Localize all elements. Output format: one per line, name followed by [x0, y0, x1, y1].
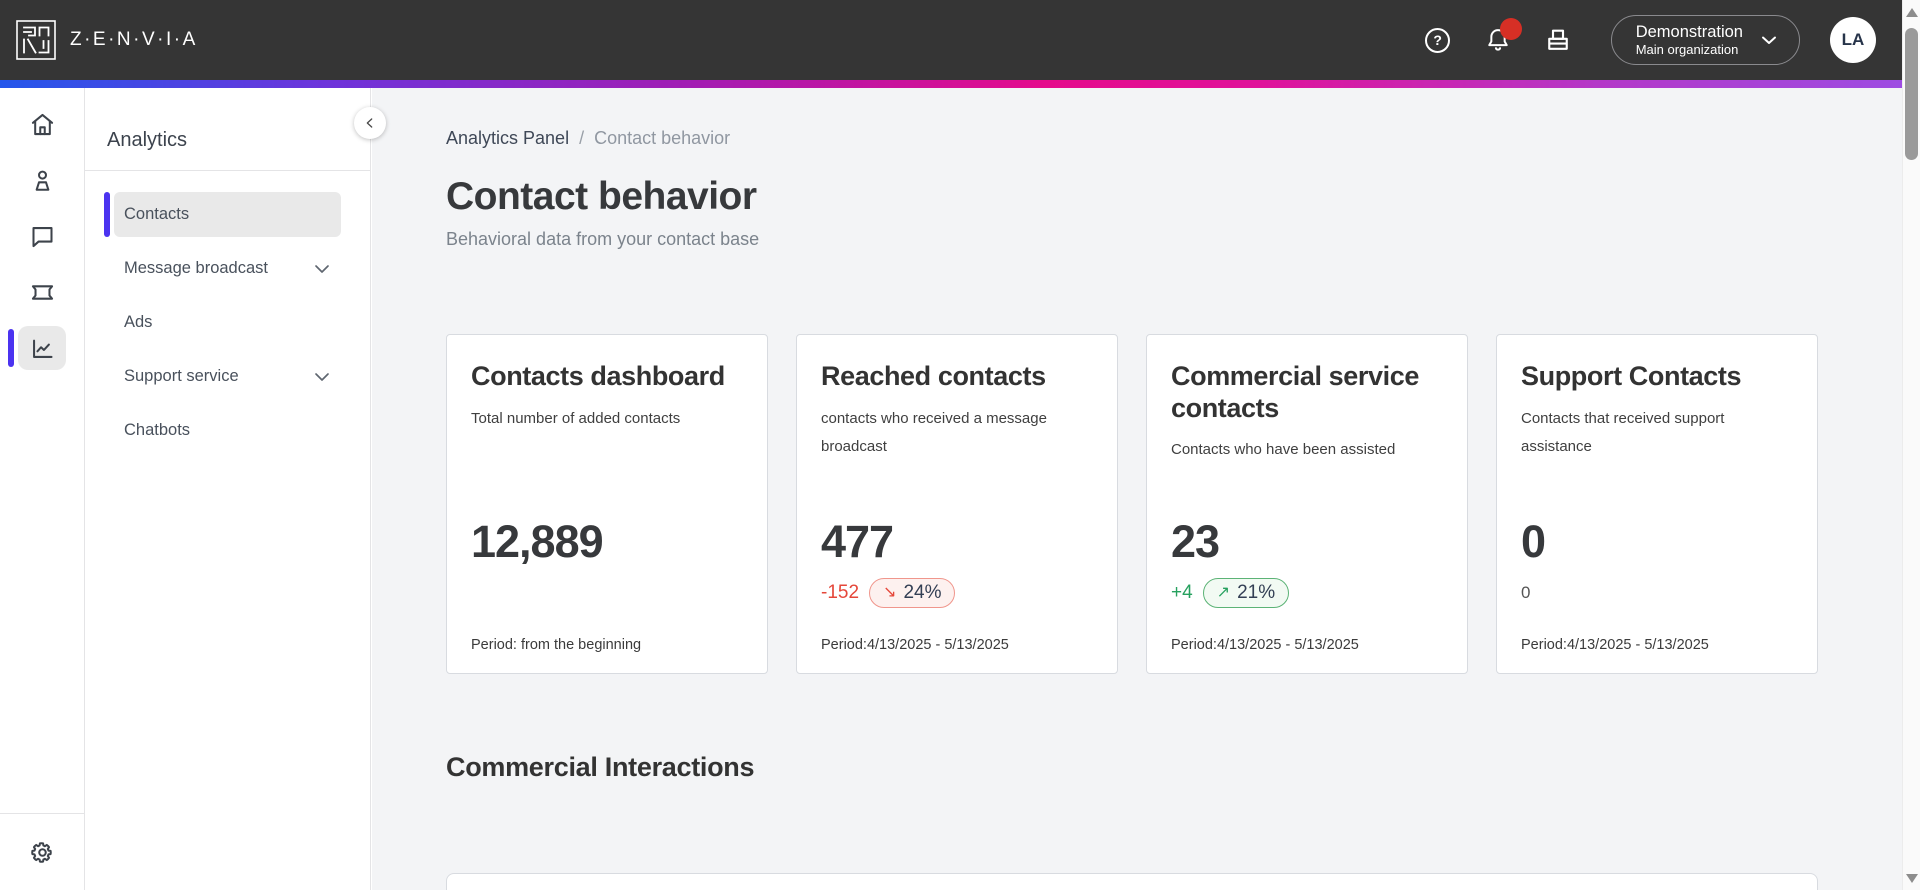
sidebar-collapse-button[interactable] — [354, 107, 386, 139]
card-reached-contacts: Reached contacts contacts who received a… — [796, 334, 1118, 674]
card-period: Period:4/13/2025 - 5/13/2025 — [1171, 637, 1359, 653]
organization-info: Demonstration Main organization — [1636, 22, 1743, 59]
topbar-actions: ? Demonstration Main organiza — [1423, 15, 1876, 65]
analytics-sidebar-panel: Analytics Contacts Message broadcast Ads… — [85, 88, 371, 890]
card-title: Reached contacts — [821, 361, 1046, 391]
delta-value: +4 — [1171, 582, 1193, 603]
trend-up-arrow-icon: ↗ — [1216, 584, 1231, 601]
trend-badge: ↗ 21% — [1202, 578, 1290, 608]
sidebar-item-ads[interactable]: Ads — [114, 300, 341, 345]
delta-value: 0 — [1521, 583, 1531, 602]
user-avatar[interactable]: LA — [1830, 17, 1876, 63]
trend-badge: ↘ 24% — [869, 578, 956, 608]
card-delta-row: -152 ↘ 24% — [821, 577, 1093, 609]
print-button[interactable] — [1543, 25, 1573, 55]
person-icon — [35, 170, 49, 191]
breadcrumb-separator: / — [579, 128, 585, 148]
main-content: Analytics Panel / Contact behavior Conta… — [372, 88, 1902, 890]
sidebar-item-contacts[interactable]: Contacts — [104, 191, 341, 237]
organization-switcher[interactable]: Demonstration Main organization — [1610, 15, 1800, 65]
rail-item-settings[interactable] — [18, 830, 66, 874]
card-value: 477 — [821, 516, 894, 567]
notifications-button[interactable] — [1483, 18, 1522, 55]
sidebar-item-label: Chatbots — [124, 420, 191, 439]
card-delta-row — [471, 577, 743, 609]
home-icon — [31, 113, 53, 135]
brand-name: Z·E·N·V·I·A — [70, 29, 198, 50]
organization-name: Demonstration — [1635, 22, 1743, 41]
card-period: Period:4/13/2025 - 5/13/2025 — [821, 637, 1009, 653]
trend-down-arrow-icon: ↘ — [883, 584, 897, 601]
rail-item-tickets[interactable] — [18, 270, 66, 314]
card-delta-row: 0 — [1521, 577, 1793, 609]
ticket-icon — [31, 284, 53, 300]
delta-value: -152 — [821, 582, 860, 603]
card-support-contacts: Support Contacts Contacts that received … — [1496, 334, 1818, 674]
card-description: Total number of added contacts — [471, 409, 681, 427]
commercial-interactions-card — [446, 873, 1818, 890]
scrollbar-thumb[interactable] — [1905, 28, 1918, 160]
vertical-scrollbar — [1902, 0, 1920, 890]
sidebar-item-chatbots[interactable]: Chatbots — [114, 408, 341, 453]
chevron-down-icon — [1762, 36, 1776, 44]
sidebar-divider — [85, 169, 370, 171]
card-title: Support Contacts — [1521, 361, 1742, 391]
card-value: 12,889 — [471, 516, 604, 567]
card-period: Period:4/13/2025 - 5/13/2025 — [1521, 637, 1709, 653]
rail-item-contacts[interactable] — [18, 158, 66, 202]
line-chart-icon — [32, 339, 53, 358]
page-subtitle: Behavioral data from your contact base — [446, 229, 760, 249]
breadcrumb-current: Contact behavior — [594, 128, 731, 148]
chevron-down-icon — [311, 366, 333, 393]
rail-item-conversations[interactable] — [18, 214, 66, 258]
sidebar-item-label: Ads — [124, 312, 153, 331]
card-description: Contacts who have been assisted — [1171, 441, 1396, 459]
gear-icon — [30, 841, 52, 863]
sidebar-item-label: Message broadcast — [124, 258, 268, 277]
card-period: Period: from the beginning — [471, 637, 642, 653]
chevron-left-icon — [366, 118, 373, 128]
trend-percent: 24% — [903, 582, 942, 603]
topbar: Z·E·N·V·I·A ? — [0, 0, 1902, 80]
card-value: 23 — [1171, 516, 1220, 567]
card-title: Contacts dashboard — [471, 361, 725, 391]
sidebar-item-label: Support service — [124, 366, 239, 385]
section-title-commercial-interactions: Commercial Interactions — [446, 752, 755, 782]
sidebar-item-support-service[interactable]: Support service — [114, 354, 341, 399]
zenvia-maze-logo-icon — [16, 20, 56, 60]
sidebar-item-message-broadcast[interactable]: Message broadcast — [114, 246, 341, 291]
zenvia-brand[interactable]: Z·E·N·V·I·A — [14, 18, 198, 62]
card-title: Commercial service contacts — [1171, 361, 1419, 423]
card-description: contacts who received a message broadcas… — [821, 409, 1047, 456]
card-value: 0 — [1521, 516, 1546, 567]
rail-item-analytics[interactable] — [8, 326, 66, 370]
sidebar-menu: Contacts Message broadcast Ads Support s… — [85, 171, 370, 453]
breadcrumb-analytics-panel[interactable]: Analytics Panel — [446, 128, 570, 148]
breadcrumb: Analytics Panel / Contact behavior — [446, 128, 1902, 149]
help-icon: ? — [1425, 27, 1451, 53]
help-button[interactable]: ? — [1423, 25, 1453, 55]
card-description: Contacts that received support assistanc… — [1521, 409, 1725, 456]
scroll-down-arrow[interactable] — [1906, 874, 1918, 883]
brand-gradient-bar — [0, 80, 1902, 88]
page-title: Contact behavior — [446, 175, 757, 218]
chevron-down-icon — [311, 258, 333, 285]
scroll-up-arrow[interactable] — [1906, 8, 1918, 17]
notification-badge — [1499, 18, 1522, 40]
card-delta-row: +4 ↗ 21% — [1171, 577, 1443, 609]
card-commercial-service-contacts: Commercial service contacts Contacts who… — [1146, 334, 1468, 674]
rail-settings-area — [0, 813, 84, 890]
trend-percent: 21% — [1237, 582, 1276, 603]
card-contacts-dashboard: Contacts dashboard Total number of added… — [446, 334, 768, 674]
sidebar-panel-title: Analytics — [107, 128, 188, 151]
rail-item-home[interactable] — [18, 102, 66, 146]
kpi-cards-row: Contacts dashboard Total number of added… — [446, 334, 1902, 674]
chat-bubble-icon — [31, 226, 53, 247]
organization-subtitle: Main organization — [1635, 42, 1739, 58]
printer-icon — [1547, 29, 1568, 50]
sidebar-item-label: Contacts — [124, 204, 190, 223]
icon-rail — [0, 88, 85, 890]
